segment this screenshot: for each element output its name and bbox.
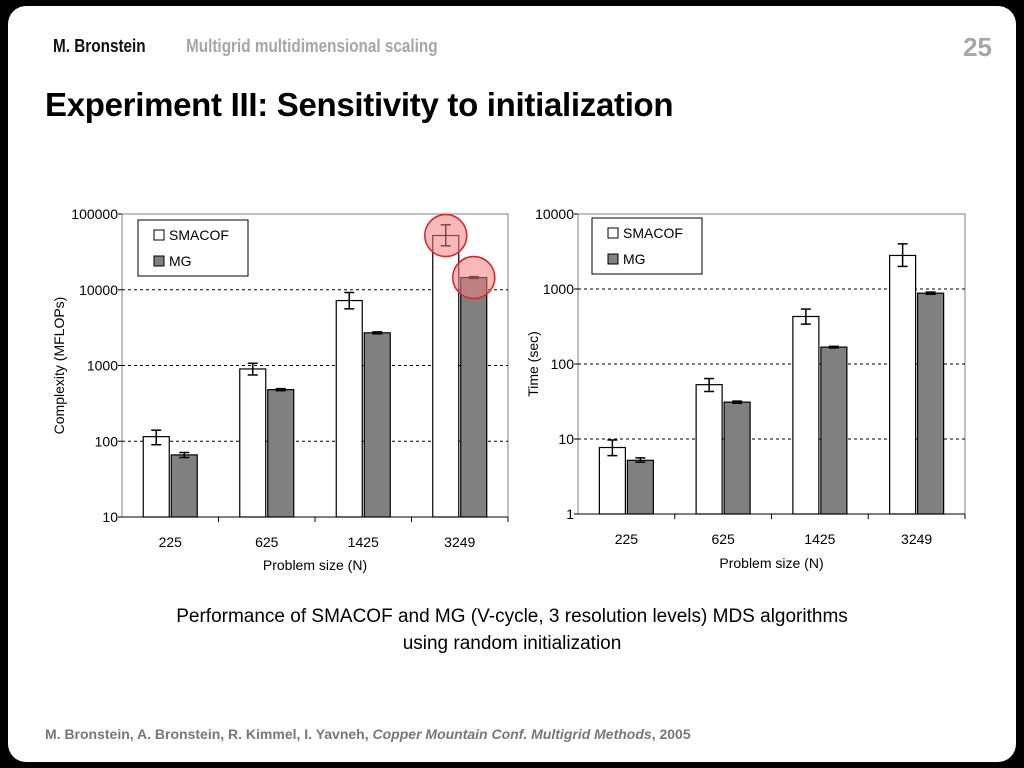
reference-year: , 2005	[651, 726, 691, 742]
bar-mg	[626, 459, 654, 515]
y-tick-label: 100	[95, 433, 119, 449]
reference: M. Bronstein, A. Bronstein, R. Kimmel, I…	[45, 726, 691, 742]
header-topic: Multigrid multidimensional scaling	[186, 36, 438, 56]
y-axis-title: Time (sec)	[525, 331, 541, 397]
y-tick-label: 10000	[535, 206, 574, 222]
bar-smacof	[695, 384, 723, 515]
chart-2	[574, 213, 966, 519]
x-tick-label: 3249	[444, 534, 475, 550]
page-number: 25	[963, 32, 992, 62]
highlight-circle	[452, 255, 496, 300]
x-axis-title: Problem size (N)	[263, 557, 367, 573]
x-tick-label: 1425	[348, 534, 379, 550]
bar-mg	[820, 346, 848, 515]
legend-swatch	[153, 255, 165, 267]
y-tick-label: 10	[102, 509, 118, 525]
x-axis-title: Problem size (N)	[719, 555, 823, 571]
y-axis-title: Complexity (MFLOPs)	[51, 297, 67, 435]
x-tick-label: 1425	[804, 531, 835, 547]
bar-mg	[917, 292, 945, 515]
y-tick-label: 100	[551, 356, 575, 372]
highlight-circle	[424, 213, 468, 258]
bar-mg	[723, 401, 751, 515]
chart-1	[118, 213, 509, 522]
y-tick-label: 1000	[87, 358, 118, 374]
bar-mg	[267, 389, 295, 518]
legend-swatch	[153, 229, 165, 241]
bar-smacof	[335, 299, 363, 518]
y-tick-label: 10	[558, 431, 574, 447]
y-tick-label: 10000	[79, 282, 118, 298]
slide: M. Bronstein Multigrid multidimensional …	[8, 6, 1016, 762]
bar-mg	[170, 454, 198, 518]
y-tick-label: 1	[566, 506, 574, 522]
bar-smacof	[598, 446, 626, 515]
x-tick-label: 625	[255, 534, 279, 550]
reference-venue: Copper Mountain Conf. Multigrid Methods	[372, 726, 652, 742]
y-tick-label: 1000	[543, 281, 574, 297]
figure-caption: Performance of SMACOF and MG (V-cycle, 3…	[8, 603, 1016, 657]
legend-label: MG	[169, 253, 192, 269]
bar-smacof	[239, 368, 267, 518]
legend-box	[591, 217, 703, 275]
legend-label: SMACOF	[623, 225, 683, 241]
legend-swatch	[607, 253, 619, 265]
charts-canvas: 10 100 1000 10000 100000 225 625 1425 3249 Proble…	[51, 206, 966, 573]
legend-label: MG	[623, 251, 646, 267]
legend-label: SMACOF	[169, 227, 229, 243]
caption-line-2: using random initialization	[402, 633, 622, 654]
bar-smacof	[142, 436, 170, 518]
bar-smacof	[889, 254, 917, 515]
x-tick-label: 225	[159, 534, 183, 550]
bar-mg	[460, 276, 488, 518]
x-tick-label: 3249	[901, 531, 932, 547]
legend-box	[137, 219, 249, 277]
bar-smacof	[792, 315, 820, 515]
x-tick-label: 625	[711, 531, 735, 547]
caption-line-1: Performance of SMACOF and MG (V-cycle, 3…	[176, 606, 848, 627]
legend-swatch	[607, 227, 619, 239]
slide-title: Experiment III: Sensitivity to initializ…	[45, 86, 674, 123]
header-author: M. Bronstein	[53, 36, 146, 56]
reference-authors: M. Bronstein, A. Bronstein, R. Kimmel, I…	[45, 726, 373, 742]
y-tick-label: 100000	[71, 206, 118, 222]
bar-mg	[363, 332, 391, 518]
x-tick-label: 225	[615, 531, 639, 547]
